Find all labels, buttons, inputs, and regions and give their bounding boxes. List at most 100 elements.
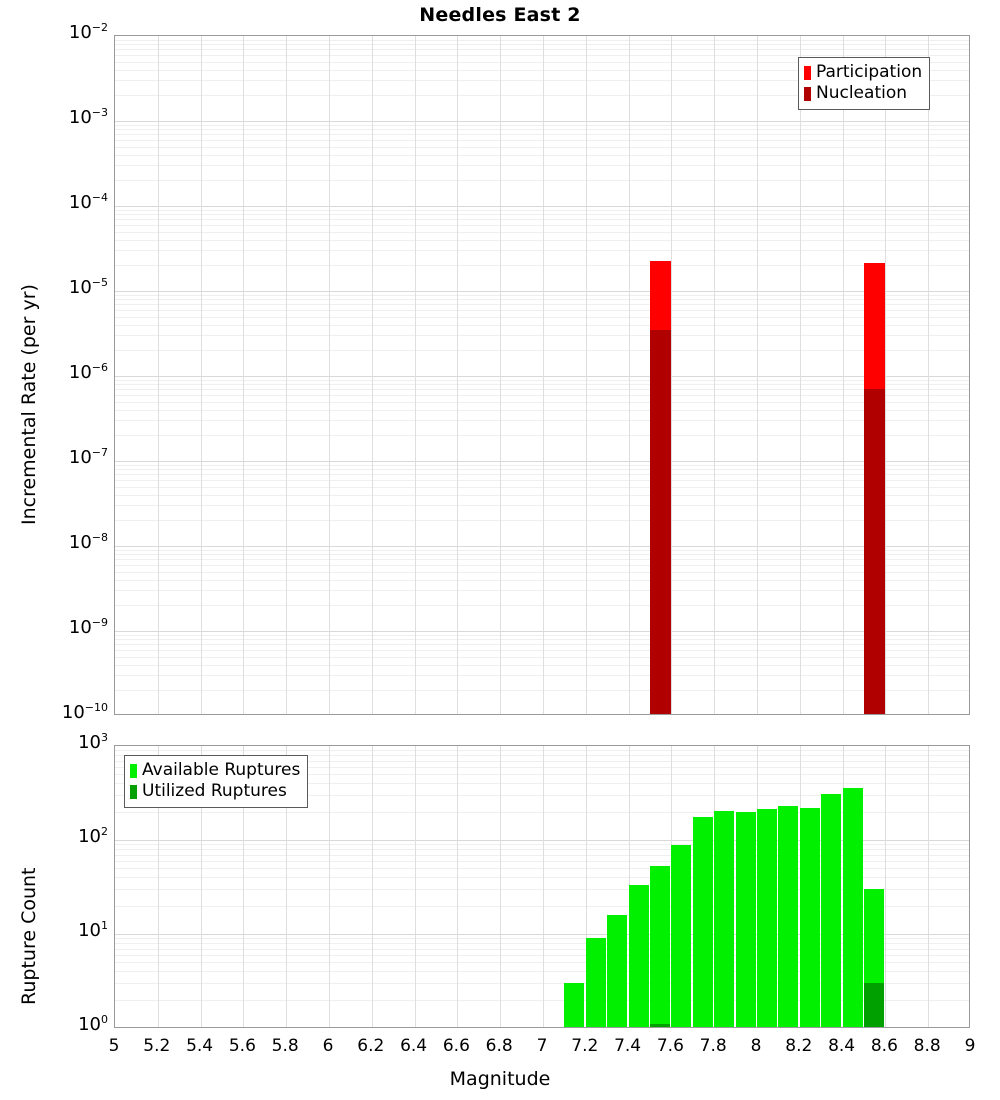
gridline-vertical [629,36,630,714]
gridline-minor [115,774,969,775]
bar-utilized-ruptures [864,983,884,1027]
gridline-minor [115,855,969,856]
gridline-minor [115,232,969,233]
gridline-vertical [415,36,416,714]
bottom-ytick-0: 103 [78,731,108,753]
gridline-minor [115,180,969,181]
bar-available-ruptures [778,806,798,1027]
xtick-7: 7 [536,1036,548,1056]
gridline-minor [115,165,969,166]
xtick-7-4: 7.4 [614,1036,642,1056]
gridline-minor [115,605,969,606]
bottom-legend-item: Utilized Ruptures [130,781,300,802]
gridline-minor [115,389,969,390]
gridline-minor [115,140,969,141]
gridline-minor [115,559,969,560]
gridline-vertical [457,36,458,714]
gridline-minor [115,861,969,862]
gridline-minor [115,474,969,475]
gridline-vertical [201,36,202,714]
gridline-minor [115,214,969,215]
gridline-minor [115,435,969,436]
bottom-legend-item: Available Ruptures [130,760,300,781]
xtick-8-6: 8.6 [870,1036,898,1056]
gridline-minor [115,783,969,784]
gridline-minor [115,554,969,555]
gridline-vertical [500,36,501,714]
gridline-minor [115,1000,969,1001]
xtick-6-6: 6.6 [442,1036,470,1056]
bar-nucleation [650,330,671,714]
gridline-minor [115,70,969,71]
gridline-vertical [158,746,159,1027]
xtick-5-4: 5.4 [186,1036,214,1056]
gridline-minor [115,129,969,130]
gridline-minor [115,304,969,305]
gridline-minor [115,761,969,762]
gridline-vertical [243,36,244,714]
gridline-minor [115,210,969,211]
xtick-6: 6 [322,1036,334,1056]
bar-available-ruptures [564,983,584,1027]
gridline-minor [115,134,969,135]
top-y-axis-label: Incremental Rate (per yr) [18,284,40,525]
xtick-5: 5 [108,1036,120,1056]
gridline-major [115,934,969,935]
bar-available-ruptures [607,915,627,1027]
gridline-major [115,631,969,632]
gridline-minor [115,812,969,813]
top-legend-item: Nucleation [804,83,922,104]
gridline-vertical [757,36,758,714]
gridline-minor [115,299,969,300]
legend-swatch-icon [804,65,811,80]
legend-label: Nucleation [816,83,908,103]
gridline-minor [115,384,969,385]
legend-label: Available Ruptures [142,760,301,780]
gridline-minor [115,644,969,645]
gridline-major [115,840,969,841]
gridline-vertical [928,36,929,714]
legend-swatch-icon [130,784,137,799]
gridline-minor [115,590,969,591]
bar-available-ruptures [843,788,863,1027]
gridline-minor [115,639,969,640]
gridline-minor [115,943,969,944]
gridline-minor [115,250,969,251]
gridline-minor [115,410,969,411]
gridline-minor [115,505,969,506]
xtick-6-2: 6.2 [357,1036,385,1056]
gridline-major [115,206,969,207]
bar-available-ruptures [714,811,734,1027]
bar-available-ruptures [629,885,649,1027]
top-ytick-4: 10−6 [68,361,108,383]
gridline-vertical [885,36,886,714]
gridline-minor [115,125,969,126]
gridline-minor [115,350,969,351]
gridline-minor [115,650,969,651]
xtick-7-2: 7.2 [571,1036,599,1056]
top-ytick-0: 10−2 [68,21,108,43]
gridline-minor [115,565,969,566]
top-legend-item: Participation [804,62,922,83]
gridline-minor [115,750,969,751]
gridline-minor [115,550,969,551]
gridline-minor [115,49,969,50]
gridline-vertical [671,36,672,714]
gridline-major [115,291,969,292]
legend-swatch-icon [804,86,811,101]
gridline-minor [115,155,969,156]
xtick-9: 9 [964,1036,976,1056]
legend-swatch-icon [130,763,137,778]
gridline-vertical [800,36,801,714]
xtick-5-8: 5.8 [271,1036,299,1056]
gridline-minor [115,95,969,96]
gridline-minor [115,380,969,381]
gridline-vertical [286,746,287,1027]
gridline-vertical [500,746,501,1027]
gridline-major [115,376,969,377]
top-ytick-7: 10−9 [68,616,108,638]
incremental-rate-plot [114,35,970,715]
gridline-minor [115,949,969,950]
gridline-minor [115,44,969,45]
gridline-major [115,546,969,547]
